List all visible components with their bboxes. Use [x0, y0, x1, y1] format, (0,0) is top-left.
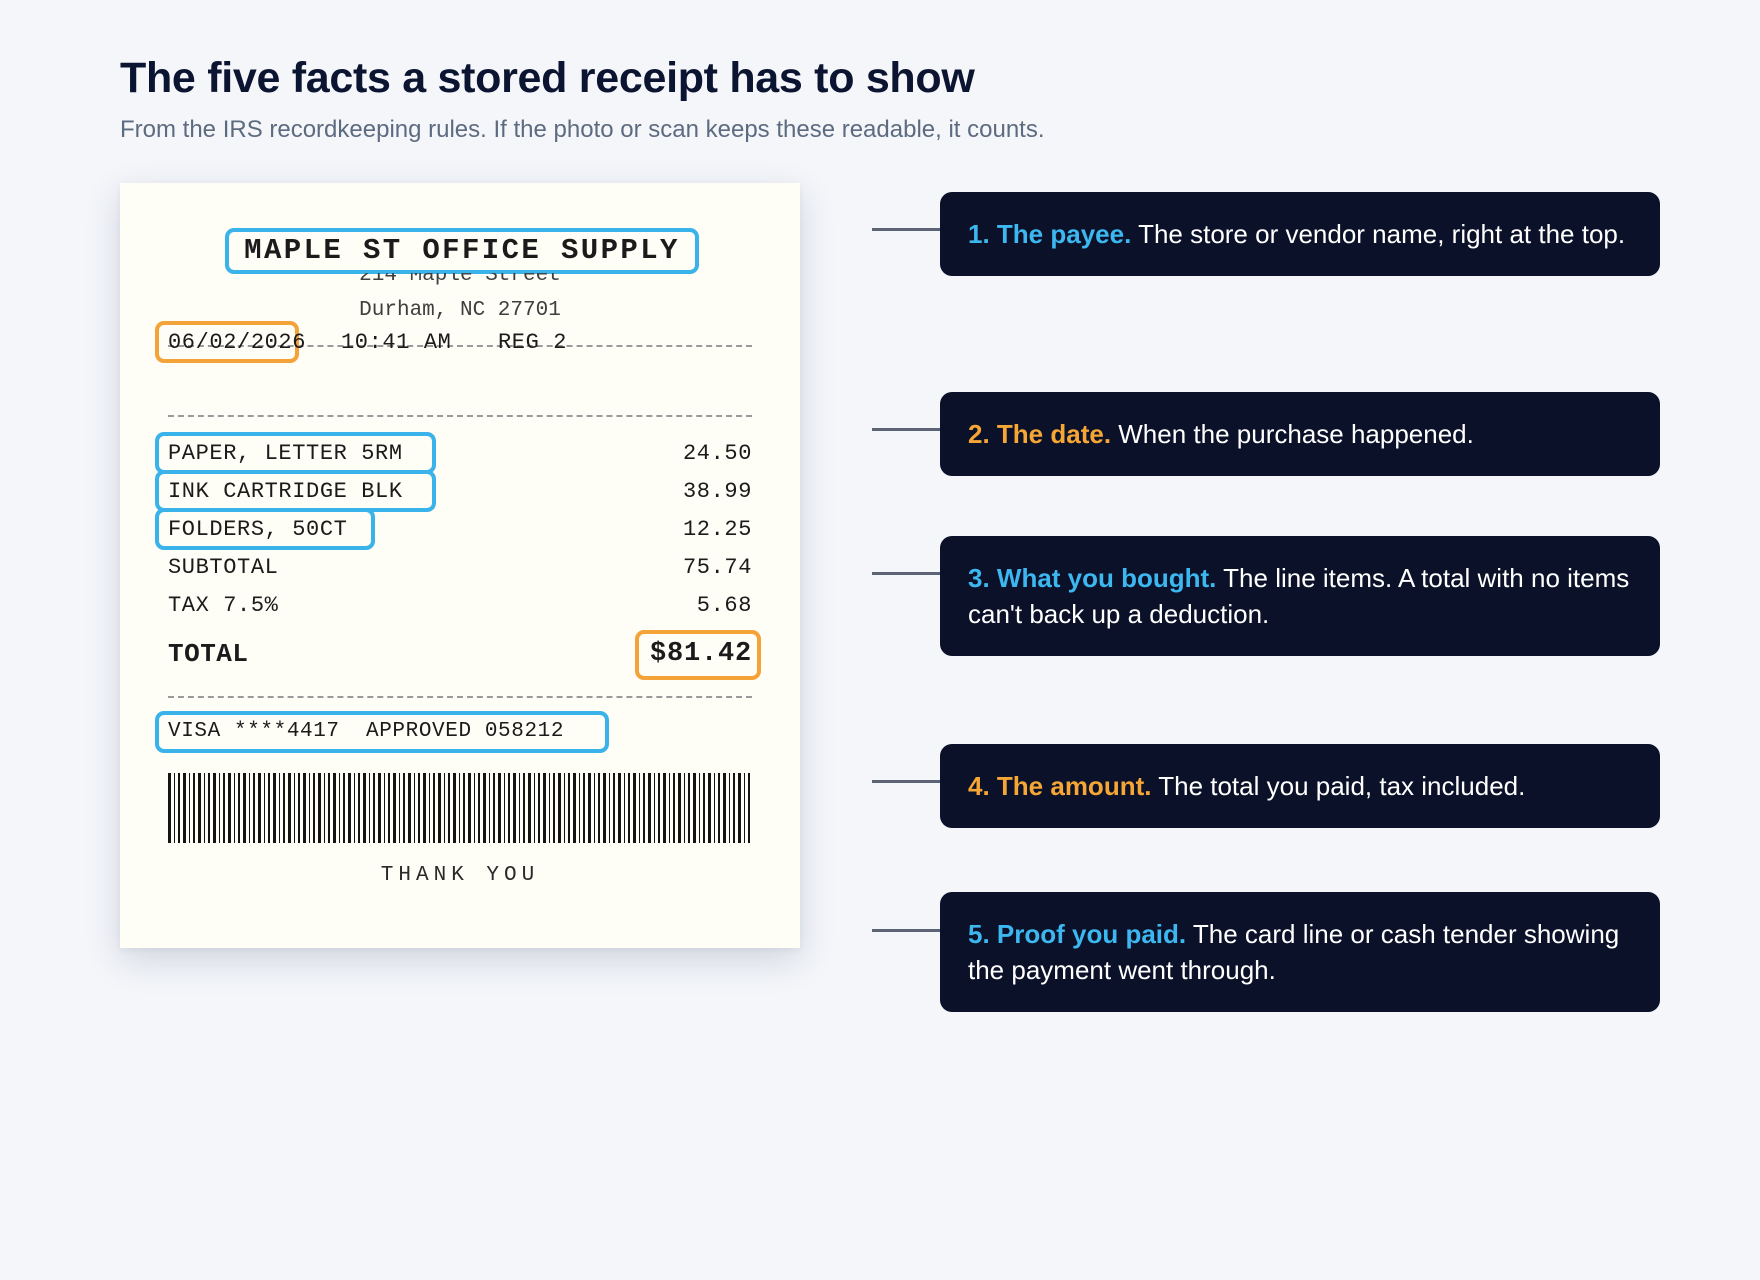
callout-heading: 5. Proof you paid.	[968, 919, 1187, 949]
callout-text: The card line or cash tender showing the…	[968, 919, 1620, 985]
callout-payee: 1. The payee. The store or vendor name, …	[940, 192, 1660, 276]
line-item-name: INK CARTRIDGE BLK	[168, 479, 403, 504]
callout-heading: 2. The date.	[968, 419, 1112, 449]
line-item-name: FOLDERS, 50CT	[168, 517, 348, 542]
receipt-address-line1: 214 Maple Street	[120, 273, 800, 289]
line-item-amount: 12.25	[682, 517, 752, 542]
callout-text: The total you paid, tax included.	[1151, 771, 1526, 801]
total-highlight	[635, 630, 761, 680]
connector-line	[872, 428, 940, 431]
callout-proof: 5. Proof you paid. The card line or cash…	[940, 892, 1660, 1012]
page-subtitle: From the IRS recordkeeping rules. If the…	[120, 116, 1045, 143]
connector-line	[872, 780, 940, 783]
payment-highlight	[155, 711, 609, 753]
callout-text: When the purchase happened.	[1111, 419, 1474, 449]
total-label: TOTAL	[168, 639, 249, 669]
callout-heading: 4. The amount.	[968, 771, 1152, 801]
line-item-amount: 38.99	[682, 479, 752, 504]
date-highlight	[155, 321, 299, 363]
barcode	[168, 773, 752, 843]
tax-label: TAX 7.5%	[168, 593, 279, 618]
receipt-register: REG 2	[498, 330, 568, 355]
line-item-name: PAPER, LETTER 5RM	[168, 441, 403, 466]
callout-heading: 3. What you bought.	[968, 563, 1217, 593]
line-item-amount: 24.50	[682, 441, 752, 466]
receipt-divider	[168, 696, 752, 698]
subtotal-label: SUBTOTAL	[168, 555, 279, 580]
callout-text: The line items. A total with no items ca…	[968, 563, 1630, 629]
receipt-divider	[168, 415, 752, 417]
receipt-address-line2: Durham, NC 27701	[359, 299, 561, 322]
receipt-footer: THANK YOU	[380, 864, 540, 887]
connector-line	[872, 929, 940, 932]
receipt-store-name: MAPLE ST OFFICE SUPPLY	[225, 228, 699, 274]
callout-items: 3. What you bought. The line items. A to…	[940, 536, 1660, 656]
callout-heading: 1. The payee.	[968, 219, 1132, 249]
receipt-date: 06/02/2026	[168, 330, 307, 355]
receipt-divider	[168, 345, 752, 347]
total-amount: $81.42	[649, 639, 752, 669]
callout-amount: 4. The amount. The total you paid, tax i…	[940, 744, 1660, 828]
receipt-address-line1-text: 214 Maple Street	[359, 273, 561, 287]
subtotal-amount: 75.74	[682, 555, 752, 580]
tax-amount: 5.68	[696, 593, 752, 618]
item-highlight	[155, 508, 375, 550]
callout-text: The store or vendor name, right at the t…	[1131, 219, 1626, 249]
page-title: The five facts a stored receipt has to s…	[120, 54, 975, 102]
connector-line	[872, 572, 940, 575]
callout-date: 2. The date. When the purchase happened.	[940, 392, 1660, 476]
receipt: MAPLE ST OFFICE SUPPLY 214 Maple Street …	[120, 183, 800, 948]
payment-line: VISA ****4417 APPROVED 058212	[168, 720, 565, 743]
connector-line	[872, 228, 940, 231]
receipt-time: 10:41 AM	[341, 330, 452, 355]
